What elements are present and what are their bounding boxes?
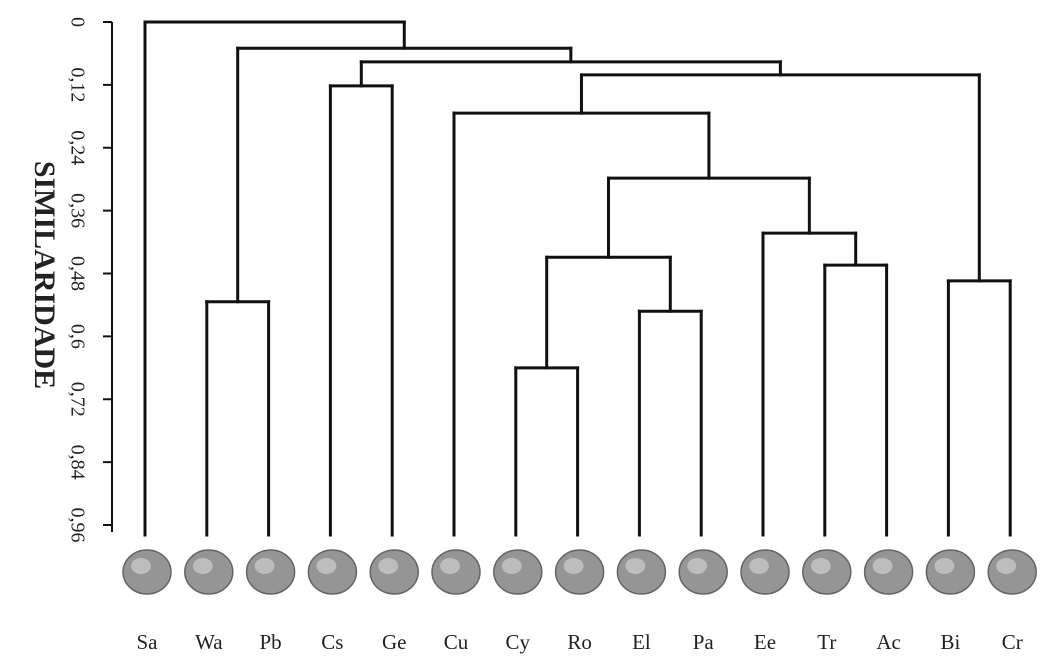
y-tick-label: 0,36 bbox=[66, 193, 88, 228]
leaf-label: Pa bbox=[693, 630, 715, 654]
y-tick-label: 0,12 bbox=[66, 67, 88, 102]
organism-highlight bbox=[378, 558, 398, 574]
organism-highlight bbox=[131, 558, 151, 574]
leaf-label: Tr bbox=[817, 630, 836, 654]
y-tick-label: 0,24 bbox=[66, 130, 88, 165]
organism-highlight bbox=[255, 558, 275, 574]
leaf-label: Ee bbox=[754, 630, 776, 654]
y-axis-title: SIMILARIDADE bbox=[28, 161, 61, 389]
leaf-label: Pb bbox=[260, 630, 282, 654]
leaf-label: Cu bbox=[444, 630, 469, 654]
organism-highlight bbox=[934, 558, 954, 574]
organism-highlight bbox=[316, 558, 336, 574]
organism-highlight bbox=[625, 558, 645, 574]
y-tick-label: 0,72 bbox=[66, 382, 88, 417]
organism-highlight bbox=[564, 558, 584, 574]
y-tick-label: 0,6 bbox=[66, 324, 88, 349]
y-tick-label: 0,96 bbox=[66, 508, 88, 543]
organism-highlight bbox=[502, 558, 522, 574]
organism-icons bbox=[123, 550, 1036, 594]
leaf-label: Ro bbox=[567, 630, 592, 654]
chart: SIMILARIDADE 0 0,12 0,24 0,36 0,48 0,6 0,72 0,8… bbox=[0, 0, 1056, 656]
leaf-label: Sa bbox=[137, 630, 159, 654]
leaf-label: El bbox=[632, 630, 651, 654]
leaf-label: Bi bbox=[940, 630, 960, 654]
leaf-label: Cs bbox=[321, 630, 343, 654]
organism-highlight bbox=[873, 558, 893, 574]
organism-highlight bbox=[811, 558, 831, 574]
organism-highlight bbox=[687, 558, 707, 574]
organism-highlight bbox=[749, 558, 769, 574]
leaf-label: Ge bbox=[382, 630, 407, 654]
leaf-label: Cr bbox=[1002, 630, 1023, 654]
leaf-label: Wa bbox=[195, 630, 223, 654]
organism-highlight bbox=[193, 558, 213, 574]
y-tick-label: 0,48 bbox=[66, 256, 88, 291]
organism-highlight bbox=[440, 558, 460, 574]
leaf-label: Cy bbox=[506, 630, 531, 654]
leaf-label: Ac bbox=[876, 630, 901, 654]
y-tick-label: 0 bbox=[66, 17, 88, 27]
organism-highlight bbox=[996, 558, 1016, 574]
y-tick-label: 0,84 bbox=[66, 445, 88, 480]
